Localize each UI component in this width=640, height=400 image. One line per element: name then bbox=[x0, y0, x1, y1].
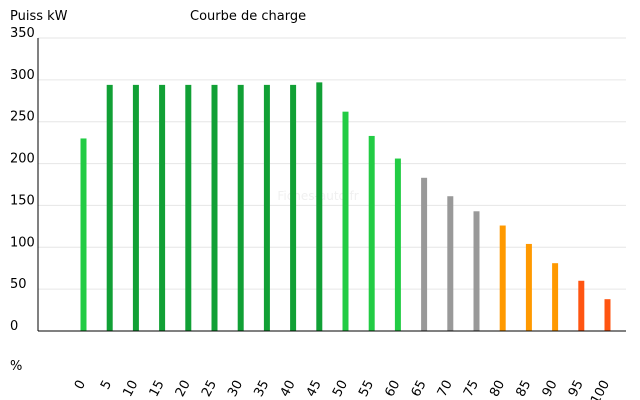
y-tick-label: 0 bbox=[10, 319, 18, 334]
x-tick-label: 90 bbox=[540, 378, 561, 400]
y-tick-labels: 0 50 100 150 200 250 300 350 bbox=[10, 26, 35, 334]
bar bbox=[578, 280, 585, 331]
y-tick-label: 100 bbox=[10, 235, 35, 250]
x-tick-label: 10 bbox=[120, 378, 141, 400]
x-tick-label: 85 bbox=[513, 378, 534, 400]
y-tick-label: 250 bbox=[10, 110, 35, 125]
bar bbox=[237, 84, 244, 331]
x-tick-label: 25 bbox=[199, 378, 220, 400]
bar bbox=[132, 84, 139, 331]
bar bbox=[421, 177, 428, 331]
bar bbox=[316, 82, 323, 332]
bars bbox=[80, 82, 611, 332]
bar bbox=[368, 135, 375, 331]
x-tick-label: 0 bbox=[72, 378, 89, 392]
x-tick-label: 40 bbox=[278, 378, 299, 400]
chart-title: Courbe de charge bbox=[190, 9, 306, 24]
x-tick-label: 15 bbox=[147, 378, 168, 400]
bar bbox=[604, 299, 611, 331]
x-tick-label: 55 bbox=[356, 378, 377, 400]
bar bbox=[342, 111, 349, 331]
x-tick-label: 60 bbox=[382, 378, 403, 400]
bar bbox=[525, 243, 532, 331]
y-tick-label: 350 bbox=[10, 26, 35, 41]
bar bbox=[185, 84, 192, 331]
y-tick-label: 300 bbox=[10, 68, 35, 83]
y-tick-label: 50 bbox=[10, 277, 27, 292]
bar bbox=[499, 225, 506, 331]
bar bbox=[263, 84, 270, 331]
bar bbox=[290, 84, 297, 331]
x-axis-label: % bbox=[10, 359, 22, 374]
x-tick-label: 75 bbox=[461, 378, 482, 400]
x-tick-label: 20 bbox=[173, 378, 194, 400]
bar bbox=[106, 84, 113, 331]
x-tick-label: 100 bbox=[588, 378, 613, 400]
bar bbox=[473, 211, 480, 331]
x-tick-label: 50 bbox=[330, 378, 351, 400]
x-tick-label: 35 bbox=[251, 378, 272, 400]
y-tick-label: 150 bbox=[10, 193, 35, 208]
y-tick-label: 200 bbox=[10, 152, 35, 167]
bar bbox=[447, 196, 454, 331]
x-tick-label: 45 bbox=[304, 378, 325, 400]
bar bbox=[159, 84, 166, 331]
x-tick-label: 80 bbox=[487, 378, 508, 400]
x-tick-label: 30 bbox=[225, 378, 246, 400]
bar bbox=[80, 138, 87, 331]
y-axis-label: Puiss kW bbox=[10, 9, 68, 24]
bar bbox=[394, 158, 401, 331]
bar bbox=[552, 263, 559, 331]
x-tick-label: 95 bbox=[566, 378, 587, 400]
bar bbox=[211, 84, 218, 331]
grid-lines bbox=[38, 37, 626, 290]
x-tick-label: 5 bbox=[98, 378, 115, 392]
x-tick-labels: 0 5 10 15 20 25 30 35 40 45 50 55 60 65 70 75 80 85 90 95 10… bbox=[72, 378, 613, 400]
x-tick-label: 65 bbox=[409, 378, 430, 400]
x-tick-label: 70 bbox=[435, 378, 456, 400]
